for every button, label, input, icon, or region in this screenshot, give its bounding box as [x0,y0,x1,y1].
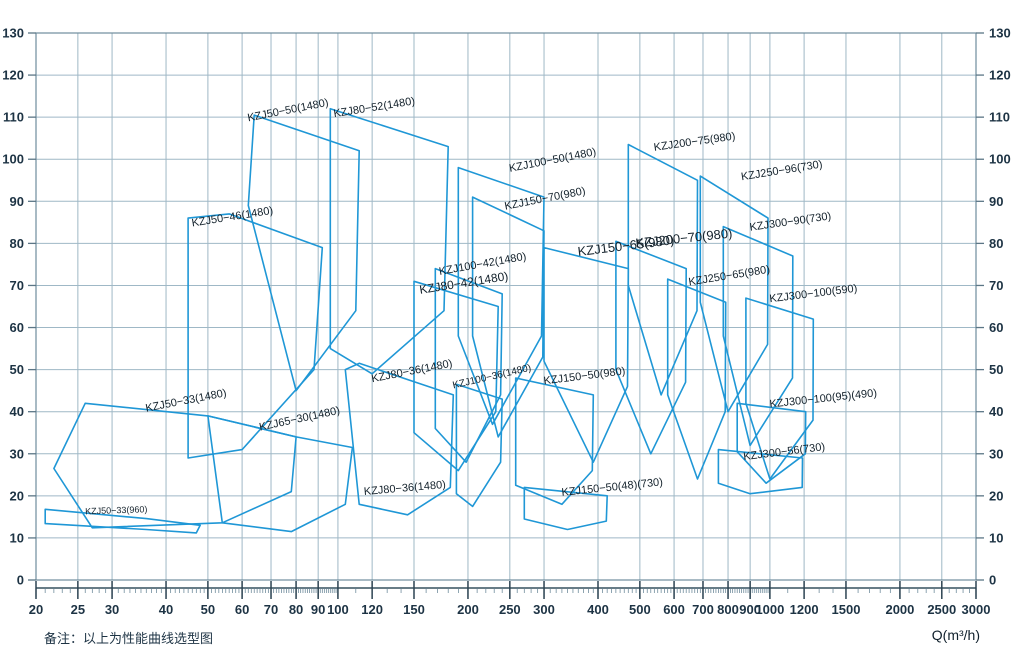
x-axis-tick-label: 200 [457,602,479,617]
y-axis-tick-label-left: 0 [17,573,24,588]
x-axis-tick-label: 1200 [790,602,819,617]
y-axis-tick-label-right: 80 [989,236,1003,251]
y-axis-tick-label-right: 60 [989,320,1003,335]
performance-envelope [699,175,769,413]
curve-label: KZJ100−50(1480) [508,146,597,175]
y-axis-tick-label-left: 50 [10,362,24,377]
curve-label: KZJ200−75(980) [653,130,736,153]
y-axis-tick-label-left: 70 [10,278,24,293]
x-axis-tick-label: 150 [403,602,425,617]
y-axis-tick-label-right: 70 [989,278,1003,293]
x-axis-tick-label: 3000 [962,602,991,617]
curve-label: KZJ50−50(1480) [247,97,330,124]
x-axis-tick-label: 400 [587,602,609,617]
y-axis-tick-label-left: 120 [2,68,24,83]
x-axis-title: Q(m³/h) [932,627,980,643]
y-axis-tick-label-right: 20 [989,488,1003,503]
x-axis-tick-label: 80 [289,602,303,617]
performance-envelope [455,383,504,508]
performance-envelope [53,402,297,529]
y-axis-tick-label-left: 100 [2,152,24,167]
performance-envelope [247,114,361,392]
performance-envelope [523,486,609,531]
performance-envelope [736,402,807,485]
performance-envelope [457,166,545,426]
y-axis-tick-label-left: 20 [10,488,24,503]
curve-label: KZJ250−96(730) [740,159,823,184]
x-axis-tick-label: 1000 [755,602,784,617]
y-axis-tick-label-right: 10 [989,530,1003,545]
y-axis-tick-label-left: 80 [10,236,24,251]
y-axis-tick-label-right: 30 [989,446,1003,461]
curve-label: KZJ50−33(960) [85,504,148,516]
performance-envelope [44,508,201,534]
y-axis-tick-label-left: 130 [2,26,24,41]
y-axis-tick-label-right: 100 [989,152,1011,167]
plot-layer [44,107,815,534]
y-axis-tick-label-right: 0 [989,573,996,588]
x-axis-tick-label: 25 [71,602,85,617]
x-axis-tick-label: 40 [159,602,173,617]
performance-envelope [344,362,455,516]
y-axis-tick-label-right: 50 [989,362,1003,377]
y-axis-tick-label-left: 40 [10,404,24,419]
x-axis-tick-label: 120 [361,602,383,617]
performance-envelope [543,246,630,464]
performance-envelope [329,107,450,375]
x-axis-tick-label: 700 [692,602,714,617]
y-axis-tick-label-right: 130 [989,26,1011,41]
y-axis-tick-label-left: 90 [10,194,24,209]
x-axis-tick-label: 600 [663,602,685,617]
x-axis-tick-label: 60 [235,602,249,617]
performance-envelope [187,213,324,459]
y-axis-tick-label-left: 110 [3,110,24,125]
y-axis-tick-label-left: 30 [10,446,24,461]
chart-note: 备注：以上为性能曲线选型图 [44,631,214,646]
curve-label: KZJ80−52(1480) [333,95,416,120]
performance-envelope [471,196,545,438]
x-axis-tick-label: 2500 [927,602,956,617]
x-axis-tick-label: 250 [499,602,521,617]
y-axis-tick-label-right: 40 [989,404,1003,419]
x-axis-tick-label: 50 [201,602,215,617]
x-axis-tick-label: 900 [739,602,761,617]
x-axis-tick-label: 300 [533,602,555,617]
y-axis-tick-label-right: 90 [989,194,1003,209]
x-axis-tick-label: 70 [264,602,278,617]
y-axis-tick-label-right: 120 [989,68,1011,83]
x-axis-tick-label: 100 [327,602,349,617]
y-axis-tick-label-right: 110 [989,110,1010,125]
x-axis-tick-label: 500 [629,602,651,617]
performance-envelope [434,267,504,464]
performance-envelope [745,297,815,480]
x-axis-tick-label: 90 [311,602,325,617]
plot-frame [35,32,977,581]
performance-envelope [627,143,699,396]
y-axis-tick-label-left: 10 [10,530,24,545]
performance-envelope [717,448,804,495]
y-axis-tick-label-left: 60 [10,320,24,335]
x-axis-tick-label: 30 [105,602,119,617]
x-axis-tick-label: 1500 [832,602,861,617]
performance-envelope [514,377,595,506]
x-axis-tick-label: 20 [29,602,43,617]
x-axis-tick-label: 2000 [885,602,914,617]
performance-envelope [207,415,354,533]
x-axis-tick-label: 800 [717,602,739,617]
performance-envelope [615,240,688,455]
performance-envelope [666,278,727,480]
performance-envelope [722,225,794,447]
